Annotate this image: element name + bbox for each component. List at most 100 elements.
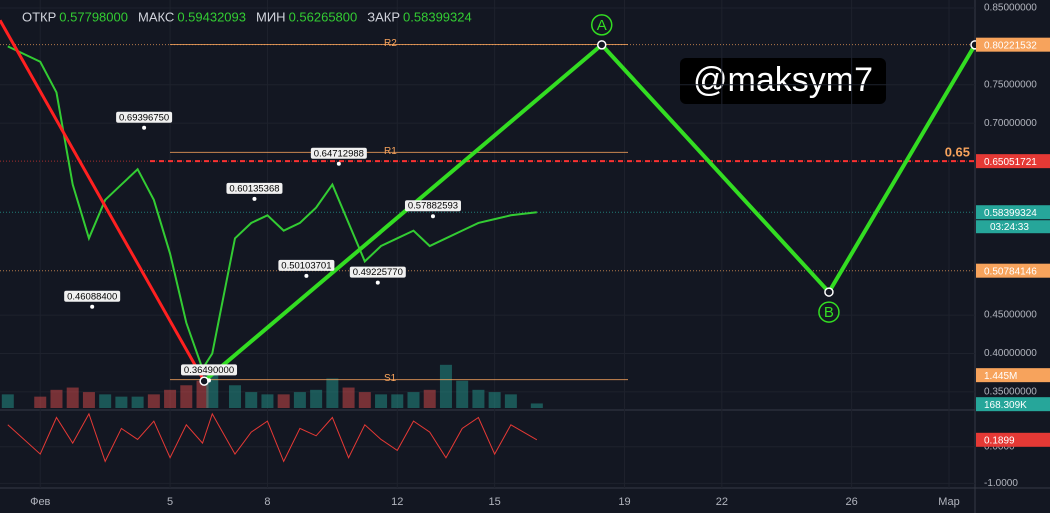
- y-tick-label: 0.70000000: [984, 118, 1037, 129]
- wave-point: [199, 376, 209, 386]
- annotation-label: 0.36490000: [184, 365, 234, 376]
- volume-bar: [407, 392, 420, 408]
- price-badge-label: 0.50784146: [984, 266, 1037, 277]
- price-badge: [976, 37, 1050, 52]
- volume-badge: [976, 397, 1050, 412]
- annotation-box: [278, 259, 335, 271]
- annotation-point: [207, 378, 212, 383]
- countdown-badge: [976, 220, 1050, 234]
- volume-bar: [66, 387, 79, 408]
- x-tick-label: 8: [264, 496, 270, 508]
- header-name: ЗАКР: [367, 9, 400, 24]
- price-badge-label: 0.80221532: [984, 40, 1037, 51]
- pivot-label: R2: [384, 38, 397, 49]
- osc-badge-label: 0.1899: [984, 435, 1015, 446]
- price-badge-label: 0.58399324: [984, 208, 1037, 219]
- volume-bar: [375, 394, 388, 408]
- x-tick-label: 12: [391, 496, 403, 508]
- wave-label-ring: [590, 14, 613, 36]
- x-tick-label: Мар: [938, 496, 960, 508]
- header-value: 0.57798000: [59, 9, 128, 24]
- watermark-box: [680, 58, 886, 104]
- volume-bar: [164, 389, 177, 408]
- annotation-point: [252, 196, 257, 201]
- wave-point: [824, 287, 834, 297]
- volume-bar: [228, 385, 241, 408]
- volume-bar: [196, 380, 209, 408]
- volume-bar: [131, 396, 144, 408]
- osc-badge: [976, 432, 1050, 447]
- watermark: @maksym7: [693, 61, 873, 99]
- wave-label: A: [597, 17, 607, 34]
- volume-bar: [99, 394, 112, 408]
- annotation-point: [336, 161, 341, 166]
- volume-bar: [310, 389, 323, 408]
- header-value: 0.56265800: [289, 9, 358, 24]
- annotation-box: [64, 290, 121, 302]
- x-tick-label: 5: [167, 496, 173, 508]
- volume-bar: [488, 392, 501, 408]
- annotation-point: [142, 125, 147, 130]
- price-badge: [976, 263, 1050, 278]
- red-trend-line: [0, 19, 206, 382]
- x-tick-label: Фев: [30, 496, 50, 508]
- wave-label: B: [824, 304, 834, 321]
- y-tick-label: 0.45000000: [984, 310, 1037, 321]
- header-name: ОТКР: [22, 9, 56, 24]
- price-badge: [976, 154, 1050, 169]
- volume-bar: [423, 389, 436, 408]
- osc-tick-label: -1.0000: [984, 478, 1018, 489]
- wave-line: [202, 42, 977, 383]
- volume-bar: [147, 394, 160, 408]
- annotation-box: [310, 147, 367, 159]
- annotation-box: [181, 364, 238, 376]
- x-tick-label: 26: [846, 496, 858, 508]
- price-badge: [976, 205, 1050, 220]
- volume-bar: [530, 403, 543, 408]
- volume-bar: [245, 392, 258, 408]
- volume-bar: [472, 389, 485, 408]
- annotation-box: [116, 111, 173, 123]
- header-name: МАКС: [138, 9, 174, 24]
- annotation-label: 0.49225770: [353, 267, 403, 278]
- wave-label-ring: [818, 301, 840, 323]
- volume-bar: [358, 392, 371, 408]
- annotation-point: [375, 280, 380, 285]
- x-tick-label: 15: [489, 496, 501, 508]
- pivot-label: R1: [384, 146, 397, 157]
- volume-bar: [50, 389, 63, 408]
- y-tick-label: 0.75000000: [984, 79, 1037, 90]
- fib-label: 0.65: [945, 145, 970, 160]
- y-tick-label: 0.35000000: [984, 387, 1037, 398]
- volume-badge: [976, 368, 1050, 383]
- annotation-label: 0.64712988: [314, 148, 364, 159]
- volume-bar: [82, 392, 95, 408]
- volume-bar: [456, 380, 469, 408]
- pivot-label: S1: [384, 373, 397, 384]
- annotation-point: [304, 273, 309, 278]
- volume-bar: [391, 394, 404, 408]
- price-line-series: [7, 45, 537, 372]
- osc-tick-label: 0.0000: [984, 441, 1015, 452]
- header-value: 0.59432093: [177, 9, 246, 24]
- volume-badge-label: 1.445M: [984, 371, 1017, 382]
- annotation-box: [404, 200, 461, 212]
- x-tick-label: 22: [716, 496, 728, 508]
- annotation-label: 0.50103701: [281, 260, 331, 271]
- annotation-point: [430, 214, 435, 219]
- header-name: МИН: [256, 9, 286, 24]
- volume-bar: [293, 392, 306, 408]
- volume-bar: [34, 396, 47, 408]
- annotation-point: [90, 304, 95, 309]
- volume-bar: [261, 394, 274, 408]
- annotation-label: 0.69396750: [119, 112, 169, 123]
- y-tick-label: 0.40000000: [984, 348, 1037, 359]
- annotation-label: 0.46088400: [67, 291, 117, 302]
- volume-bar: [342, 387, 355, 408]
- volume-bar: [277, 394, 290, 408]
- annotation-box: [226, 182, 283, 194]
- price-badge-label: 0.65051721: [984, 157, 1037, 168]
- volume-bar: [1, 394, 14, 408]
